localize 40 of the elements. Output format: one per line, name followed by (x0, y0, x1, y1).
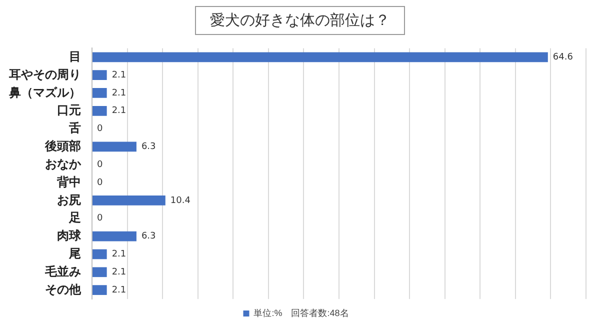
chart-title: 愛犬の好きな体の部位は？ (195, 6, 405, 35)
data-label: 2.1 (112, 267, 126, 278)
y-tick-label: 鼻（マズル） (8, 85, 81, 100)
y-tick-label: 舌 (68, 121, 81, 136)
y-tick-label: 目 (69, 49, 81, 64)
y-tick-label: 足 (68, 210, 81, 225)
data-label: 0 (97, 214, 103, 224)
y-tick-label: お尻 (57, 192, 81, 207)
data-label: 64.6 (552, 52, 574, 62)
bar (92, 88, 107, 98)
bar (92, 196, 166, 206)
bar (92, 267, 107, 278)
data-label: 2.1 (112, 106, 126, 116)
y-tick-label: その他 (45, 282, 82, 296)
bar (92, 231, 136, 242)
data-label: 10.4 (170, 196, 191, 206)
y-tick-label: 毛並み (44, 264, 81, 278)
data-label: 2.1 (112, 250, 126, 260)
y-tick-label: 肉球 (57, 228, 82, 243)
data-label: 0 (97, 124, 103, 134)
bar (92, 142, 136, 152)
data-label: 0 (97, 160, 103, 170)
data-label: 2.1 (112, 70, 126, 80)
bar (92, 70, 107, 80)
legend-label: 単位:% 回答者数:48名 (254, 308, 349, 318)
data-label: 0 (97, 178, 103, 188)
data-label: 6.3 (141, 232, 156, 242)
bar (92, 249, 107, 260)
y-tick-label: おなか (45, 156, 82, 171)
y-tick-label: 尾 (68, 246, 81, 261)
y-tick-label: 耳やその周り (8, 67, 81, 82)
bar (92, 106, 107, 116)
y-tick-label: 背中 (56, 174, 81, 189)
data-label: 2.1 (112, 285, 126, 296)
data-label: 6.3 (141, 142, 156, 152)
y-tick-label: 口元 (57, 103, 81, 118)
data-label: 2.1 (112, 88, 126, 98)
bar (92, 52, 548, 62)
y-tick-label: 後頭部 (44, 139, 81, 154)
bar (92, 285, 107, 295)
